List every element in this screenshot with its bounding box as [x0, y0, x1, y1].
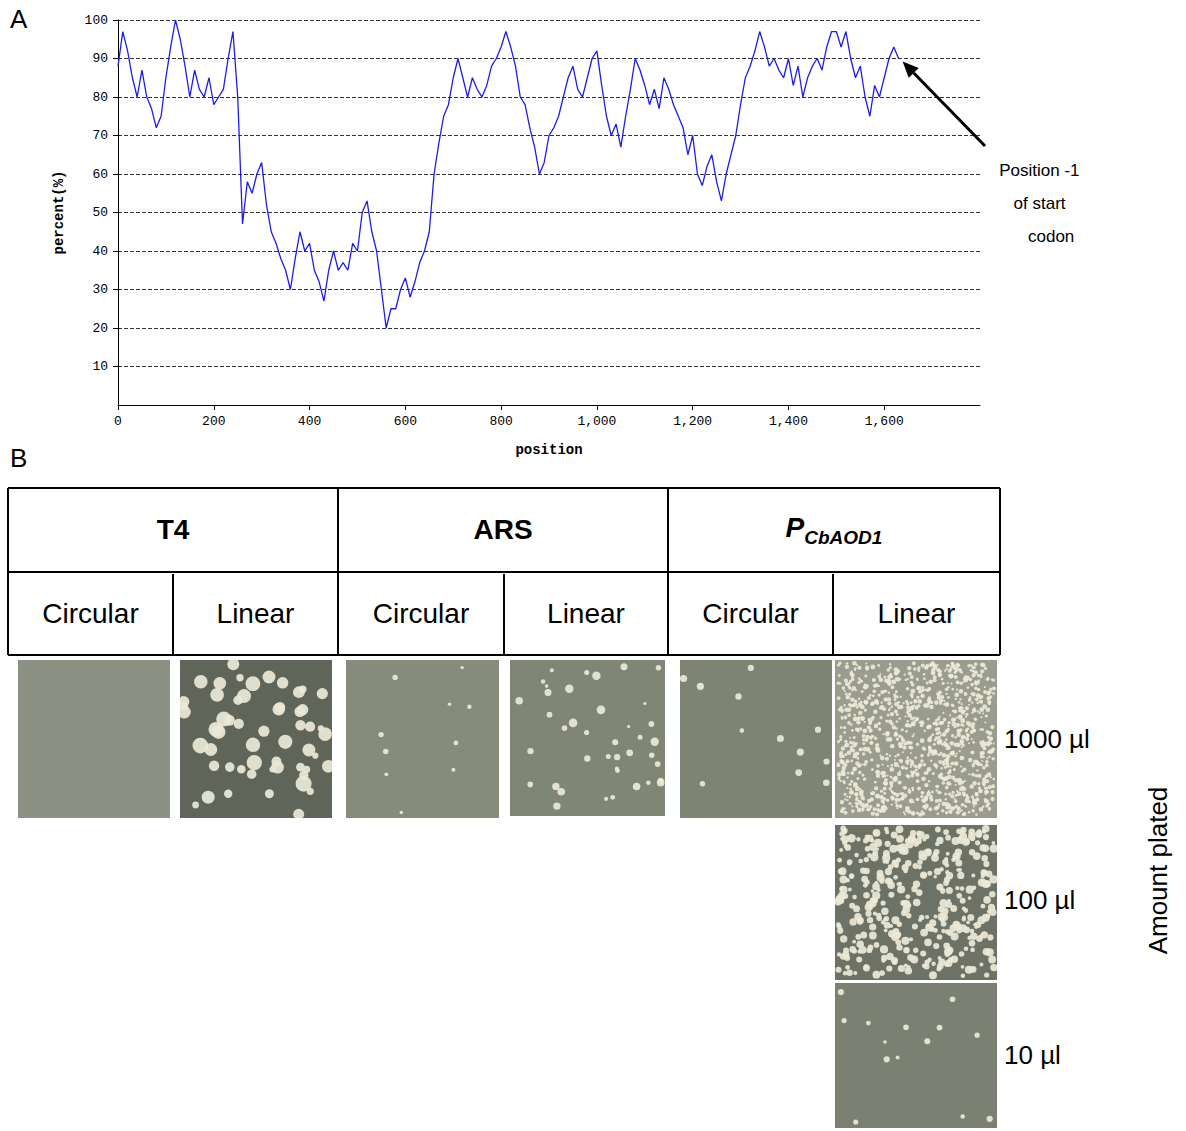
html-text:Linear: Linear — [877, 597, 956, 629]
html-text:100 µl: 100 µl — [1004, 885, 1076, 915]
svg-text:20: 20 — [92, 321, 108, 336]
html-text:Amount plated: Amount plated — [1142, 786, 1173, 955]
svg-text:30: 30 — [92, 282, 108, 297]
svg-text:40: 40 — [92, 244, 108, 259]
svg-text:50: 50 — [92, 205, 108, 220]
svg-text:200: 200 — [202, 414, 225, 429]
svg-text:of start: of start — [1014, 194, 1066, 213]
svg-text:800: 800 — [489, 414, 512, 429]
html-text:B: B — [10, 443, 28, 473]
svg-text:70: 70 — [92, 128, 108, 143]
svg-text:1,400: 1,400 — [769, 414, 808, 429]
svg-text:60: 60 — [92, 167, 108, 182]
svg-text:100: 100 — [85, 13, 108, 28]
html-text:PCbAOD1: PCbAOD1 — [785, 511, 883, 548]
svg-text:90: 90 — [92, 51, 108, 66]
svg-text:position: position — [515, 442, 582, 458]
svg-text:1,200: 1,200 — [673, 414, 712, 429]
svg-text:percent(%): percent(%) — [51, 170, 67, 254]
svg-text:10: 10 — [92, 359, 108, 374]
svg-text:400: 400 — [298, 414, 321, 429]
svg-text:codon: codon — [1028, 227, 1074, 246]
svg-text:Position -1: Position -1 — [999, 161, 1079, 180]
html-text:1000 µl: 1000 µl — [1004, 724, 1090, 754]
html-text:T4: T4 — [156, 514, 190, 545]
svg-text:1,600: 1,600 — [865, 414, 904, 429]
svg-text:1,000: 1,000 — [577, 414, 616, 429]
html-text:Linear: Linear — [547, 597, 625, 629]
html-text:Linear: Linear — [216, 597, 295, 629]
html-text:10 µl: 10 µl — [1004, 1040, 1061, 1070]
svg-text:600: 600 — [394, 414, 417, 429]
html-text:ARS: ARS — [473, 514, 533, 545]
html-text:Circular: Circular — [372, 597, 470, 629]
svg-text:0: 0 — [114, 414, 122, 429]
svg-text:80: 80 — [92, 90, 108, 105]
html-text:Circular: Circular — [42, 597, 139, 629]
html-text:A: A — [10, 4, 28, 34]
html-text:Circular: Circular — [702, 597, 799, 629]
